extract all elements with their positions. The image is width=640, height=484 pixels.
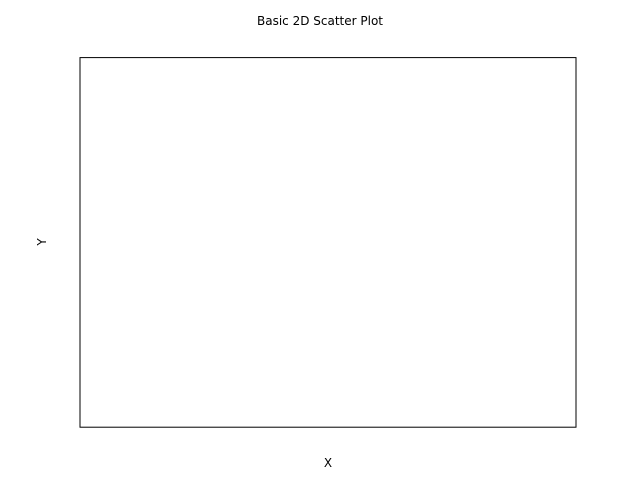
plot-area <box>79 57 577 428</box>
y-axis-label: Y <box>35 238 49 247</box>
chart-title: Basic 2D Scatter Plot <box>257 14 383 28</box>
x-axis-label: X <box>324 456 332 470</box>
axes-frame <box>79 57 577 428</box>
